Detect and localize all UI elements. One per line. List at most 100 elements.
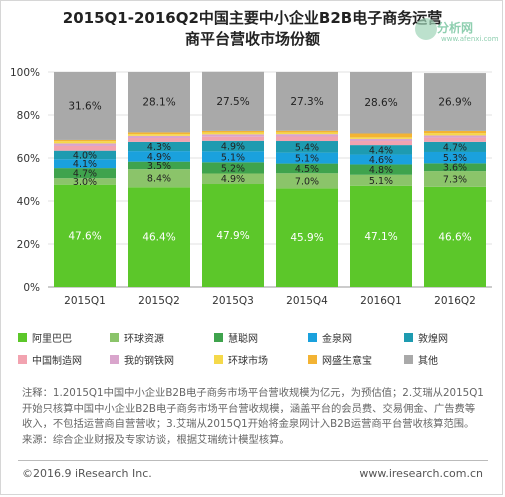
data-label: 5.4% xyxy=(295,142,319,153)
bar-segment xyxy=(350,137,412,139)
legend-label: 慧聪网 xyxy=(228,334,258,345)
data-label: 4.9% xyxy=(221,142,245,153)
data-label: 31.6% xyxy=(68,100,101,112)
data-label: 5.3% xyxy=(443,153,467,164)
bar-segment xyxy=(350,145,412,155)
data-label: 46.6% xyxy=(438,231,471,243)
data-label: 45.9% xyxy=(290,232,323,244)
bar-segment xyxy=(54,168,116,179)
legend-label: 中国制造网 xyxy=(32,356,82,367)
legend-item: 网盛生意宝 xyxy=(308,352,372,367)
bar-segment xyxy=(202,134,264,137)
legend-label: 环球市场 xyxy=(228,356,268,367)
bar-segment xyxy=(276,136,338,142)
bar-segment xyxy=(424,186,486,287)
bar-segment xyxy=(128,169,190,188)
bar-segment xyxy=(128,134,190,136)
data-label: 47.9% xyxy=(216,230,249,242)
bar-segment xyxy=(424,163,486,172)
bar-segment xyxy=(128,187,190,287)
legend-label: 我的钢铁网 xyxy=(124,356,174,367)
legend-item: 环球市场 xyxy=(214,352,268,367)
bar-segment xyxy=(424,137,486,142)
data-label: 7.3% xyxy=(443,174,467,185)
bar-segment xyxy=(128,161,190,170)
data-label: 47.6% xyxy=(68,230,101,242)
legend-label: 环球资源 xyxy=(124,334,164,345)
x-tick-label: 2015Q1 xyxy=(64,295,106,307)
bar-segment xyxy=(202,136,264,141)
legend-swatch xyxy=(18,355,27,364)
legend-swatch xyxy=(308,355,317,364)
x-tick-label: 2015Q3 xyxy=(212,295,254,307)
bar-segment xyxy=(128,138,190,142)
bar-segment xyxy=(276,173,338,189)
data-label: 5.1% xyxy=(369,176,393,187)
bar-segment xyxy=(424,171,486,187)
legend-swatch xyxy=(18,333,27,342)
data-label: 28.1% xyxy=(142,97,175,109)
bar-segment xyxy=(350,154,412,165)
bar-segment xyxy=(128,135,190,139)
bar-segment xyxy=(276,72,338,131)
data-label: 27.5% xyxy=(216,96,249,108)
footer-divider xyxy=(18,460,488,461)
legend-label: 阿里巴巴 xyxy=(32,334,72,345)
x-tick-label: 2016Q2 xyxy=(434,295,476,307)
bar-segment xyxy=(202,184,264,287)
x-tick-label: 2016Q1 xyxy=(360,295,402,307)
bar-segment xyxy=(350,185,412,287)
data-label: 3.6% xyxy=(443,163,467,174)
stacked-bar-chart: 0%20%40%60%80%100%47.6%3.0%4.7%4.1%4.0%3… xyxy=(10,67,492,307)
legend-item: 环球资源 xyxy=(110,330,164,345)
data-label: 4.3% xyxy=(147,142,171,153)
x-tick-label: 2015Q2 xyxy=(138,295,180,307)
data-label: 4.9% xyxy=(147,152,171,163)
footer-copyright: ©2016.9 iResearch Inc. xyxy=(22,467,152,480)
bar-segment xyxy=(54,141,116,144)
y-tick-label: 80% xyxy=(17,110,40,122)
data-label: 3.5% xyxy=(147,161,171,172)
bar-segment xyxy=(54,178,116,185)
bar-segment xyxy=(54,143,116,146)
bar-segment xyxy=(202,162,264,174)
bar-segment xyxy=(202,132,264,135)
bar-segment xyxy=(54,139,116,142)
watermark-logo: 分析网 www.afenxi.com xyxy=(415,18,501,48)
legend-label: 其他 xyxy=(418,356,438,367)
data-label: 5.2% xyxy=(221,163,245,174)
title-line-2: 商平台营收市场份额 xyxy=(184,30,320,48)
note-line-4: 来源：综合企业财报及专家访谈，根据艾瑞统计模型核算。 xyxy=(22,433,290,446)
data-label: 4.8% xyxy=(369,165,393,176)
chart-notes: 注释：1.2015Q1中国中小企业B2B电子商务市场平台营收规模为亿元，为预估值… xyxy=(22,386,492,448)
legend-swatch xyxy=(214,355,223,364)
y-tick-label: 60% xyxy=(17,153,40,165)
footer-url: www.iresearch.com.cn xyxy=(359,467,483,480)
bar-segment xyxy=(202,130,264,133)
bar-segment xyxy=(276,134,338,137)
legend-swatch xyxy=(110,333,119,342)
note-line-2: 开始只核算中国中小企业B2B电子商务市场平台营收规模，涵盖平台的会员费、交易佣金… xyxy=(22,402,476,415)
y-tick-label: 40% xyxy=(17,196,40,208)
legend-label: 敦煌网 xyxy=(418,334,448,345)
legend-swatch xyxy=(404,333,413,342)
data-label: 4.6% xyxy=(369,155,393,166)
data-label: 5.1% xyxy=(221,152,245,163)
legend-item: 其他 xyxy=(404,352,438,367)
data-label: 8.4% xyxy=(147,174,171,185)
legend-swatch xyxy=(214,333,223,342)
data-label: 47.1% xyxy=(364,231,397,243)
data-label: 28.6% xyxy=(364,97,397,109)
bar-segment xyxy=(276,130,338,133)
bar-segment xyxy=(424,151,486,164)
bar-segment xyxy=(350,174,412,186)
bar-segment xyxy=(54,145,116,151)
data-label: 4.4% xyxy=(369,145,393,156)
data-label: 26.9% xyxy=(438,96,471,108)
legend-swatch xyxy=(404,355,413,364)
bar-segment xyxy=(350,141,412,146)
legend-item: 中国制造网 xyxy=(18,352,82,367)
data-label: 27.3% xyxy=(290,96,323,108)
data-label: 4.5% xyxy=(295,164,319,175)
bar-segment xyxy=(128,132,190,135)
